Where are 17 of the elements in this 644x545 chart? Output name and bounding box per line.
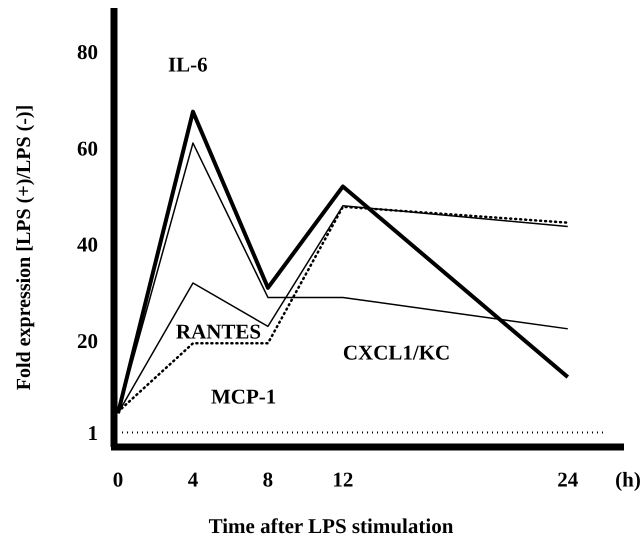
series-label: IL-6 <box>168 52 208 77</box>
x-axis-title: Time after LPS stimulation <box>208 514 454 538</box>
y-tick-label: 80 <box>77 40 98 64</box>
x-tick-label: 12 <box>332 467 354 492</box>
y-tick-label: 1 <box>88 420 98 445</box>
x-tick-label: 4 <box>188 467 199 492</box>
y-tick-label: 60 <box>77 136 98 160</box>
x-tick-label: 24 <box>557 467 579 492</box>
series-label: CXCL1/KC <box>342 340 450 364</box>
series-label: MCP-1 <box>210 384 276 408</box>
y-tick-label: 40 <box>77 232 98 257</box>
series-label: RANTES <box>176 319 262 344</box>
x-tick-label: 8 <box>262 467 274 492</box>
y-axis-title: Fold expression [LPS (+)/LPS (-)] <box>13 104 35 390</box>
text: (h) <box>615 467 641 492</box>
x-tick-label: 0 <box>112 467 124 492</box>
y-tick-label: 20 <box>77 329 98 354</box>
